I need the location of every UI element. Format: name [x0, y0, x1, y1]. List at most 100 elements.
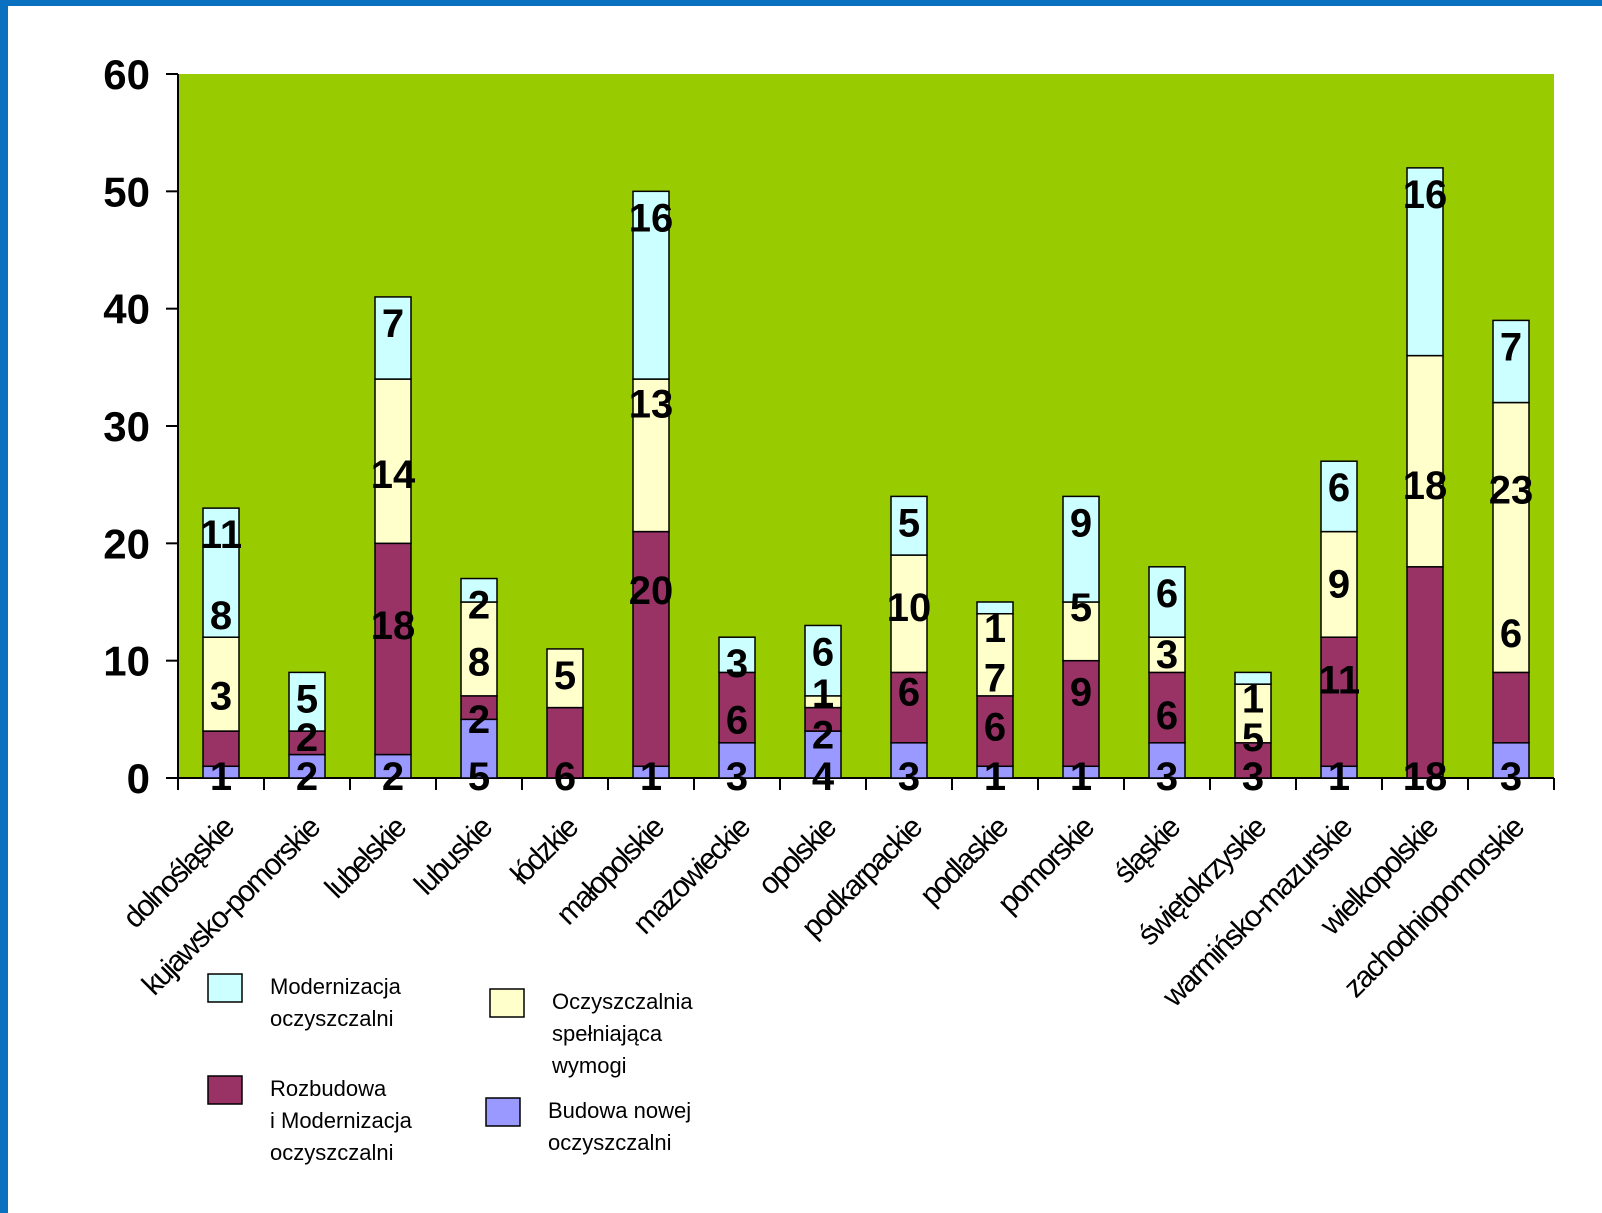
bar-segment: [374, 542, 412, 756]
y-tick-label: 50: [103, 168, 150, 215]
chart-legend: Modernizacja oczyszczalni Oczyszczalnia spe…: [207, 973, 693, 1165]
y-tick-label: 30: [103, 403, 150, 450]
data-label: 9: [1070, 501, 1092, 545]
category-label: lubelskie: [319, 811, 413, 905]
legend-label: Oczyszczalnia: [552, 989, 693, 1014]
data-label: 14: [371, 453, 416, 497]
data-label: 10: [887, 586, 932, 630]
data-label: 8: [210, 594, 232, 638]
data-label: 8: [468, 641, 490, 685]
data-label: 6: [812, 630, 834, 674]
y-tick-label: 40: [103, 286, 150, 333]
data-label: 3: [210, 674, 232, 718]
legend-label: spełniająca: [552, 1021, 663, 1046]
data-label: 5: [1242, 716, 1264, 760]
data-label: 2: [296, 755, 318, 799]
legend-label: i Modernizacja: [270, 1108, 413, 1133]
data-label: 11: [1318, 659, 1360, 703]
slide-frame: 0 10 20 30 40 50 60 1 3 8 11 2 2 5 2 18 14 7 5 2 8 2 6 5 1 20 13 1…: [8, 6, 1602, 1213]
category-label: lubuskie: [408, 811, 499, 902]
data-label: 5: [1070, 586, 1092, 630]
bar-segment: [202, 507, 240, 638]
data-label: 6: [1500, 612, 1522, 656]
bar-segment: [1234, 683, 1272, 744]
data-label: 6: [1156, 572, 1178, 616]
y-tick-label: 20: [103, 520, 150, 567]
data-label: 2: [468, 698, 490, 742]
bar-segment: [202, 730, 240, 768]
bar-segment: [718, 671, 756, 744]
bar-segment: [1406, 354, 1444, 568]
data-label: 3: [726, 755, 748, 799]
data-label: 18: [371, 604, 416, 648]
bar-segment: [1320, 460, 1358, 533]
data-label: 7: [1500, 325, 1522, 369]
category-label: pomorskie: [991, 811, 1100, 920]
bar-segment: [1234, 671, 1272, 685]
data-label: 5: [898, 501, 920, 545]
data-label: 3: [1156, 755, 1178, 799]
data-label: 6: [1156, 694, 1178, 738]
data-label: 4: [812, 755, 835, 799]
data-label: 7: [984, 656, 1006, 700]
bar-segment: [890, 554, 928, 674]
bar-segment: [546, 706, 584, 779]
data-label: 11: [200, 513, 242, 557]
bar-segment: [890, 495, 928, 556]
data-label: 6: [898, 670, 920, 714]
data-label: 18: [1403, 464, 1448, 508]
bar-segment: [288, 671, 326, 732]
data-label: 20: [629, 569, 674, 613]
bar-segment: [1492, 319, 1530, 404]
data-label: 1: [1242, 677, 1264, 721]
legend-swatch: [485, 1097, 521, 1127]
y-tick-label: 0: [127, 755, 150, 802]
category-label: łódzkie: [504, 811, 584, 891]
data-label: 5: [296, 677, 318, 721]
bar-segment: [1320, 636, 1358, 768]
data-label: 9: [1070, 670, 1092, 714]
data-label: 23: [1489, 469, 1534, 513]
y-axis: 0 10 20 30 40 50 60: [103, 51, 179, 802]
bar-segment: [1062, 495, 1100, 603]
data-label: 1: [1070, 755, 1092, 799]
bar-segment: [804, 624, 842, 697]
bar-segment: [632, 530, 670, 768]
data-label: 16: [1403, 173, 1448, 217]
data-label: 1: [812, 672, 834, 716]
bar-segment: [460, 577, 498, 603]
bar-segment: [804, 730, 842, 779]
legend-label: oczyszczalni: [270, 1140, 393, 1165]
bar-segment: [1492, 671, 1530, 744]
data-label: 6: [726, 699, 748, 743]
bar-segment: [976, 695, 1014, 768]
data-label: 7: [382, 302, 404, 346]
data-label: 3: [1242, 755, 1264, 799]
bar-segment: [1406, 167, 1444, 357]
y-tick-label: 10: [103, 638, 150, 685]
bar-segment: [374, 296, 412, 380]
bar-segment: [1062, 601, 1100, 662]
legend-label: Modernizacja: [270, 974, 402, 999]
data-label: 2: [812, 713, 834, 757]
data-label: 2: [468, 584, 490, 628]
bar-segment: [460, 718, 498, 779]
data-label: 3: [1500, 755, 1522, 799]
bar-segment: [1320, 530, 1358, 638]
data-label: 1: [640, 755, 662, 799]
data-label: 16: [629, 196, 674, 240]
legend-swatch: [207, 1075, 243, 1105]
data-label: 9: [1328, 562, 1350, 606]
data-label: 18: [1403, 755, 1448, 799]
legend-label: oczyszczalni: [548, 1130, 671, 1155]
data-label: 2: [296, 716, 318, 760]
legend-swatch: [489, 988, 525, 1018]
bar-segment: [632, 190, 670, 380]
data-label: 6: [1328, 466, 1350, 510]
data-label: 1: [984, 607, 1006, 651]
data-label: 1: [984, 755, 1006, 799]
bar-segment: [1406, 566, 1444, 779]
legend-label: oczyszczalni: [270, 1006, 393, 1031]
legend-swatch: [207, 973, 243, 1003]
